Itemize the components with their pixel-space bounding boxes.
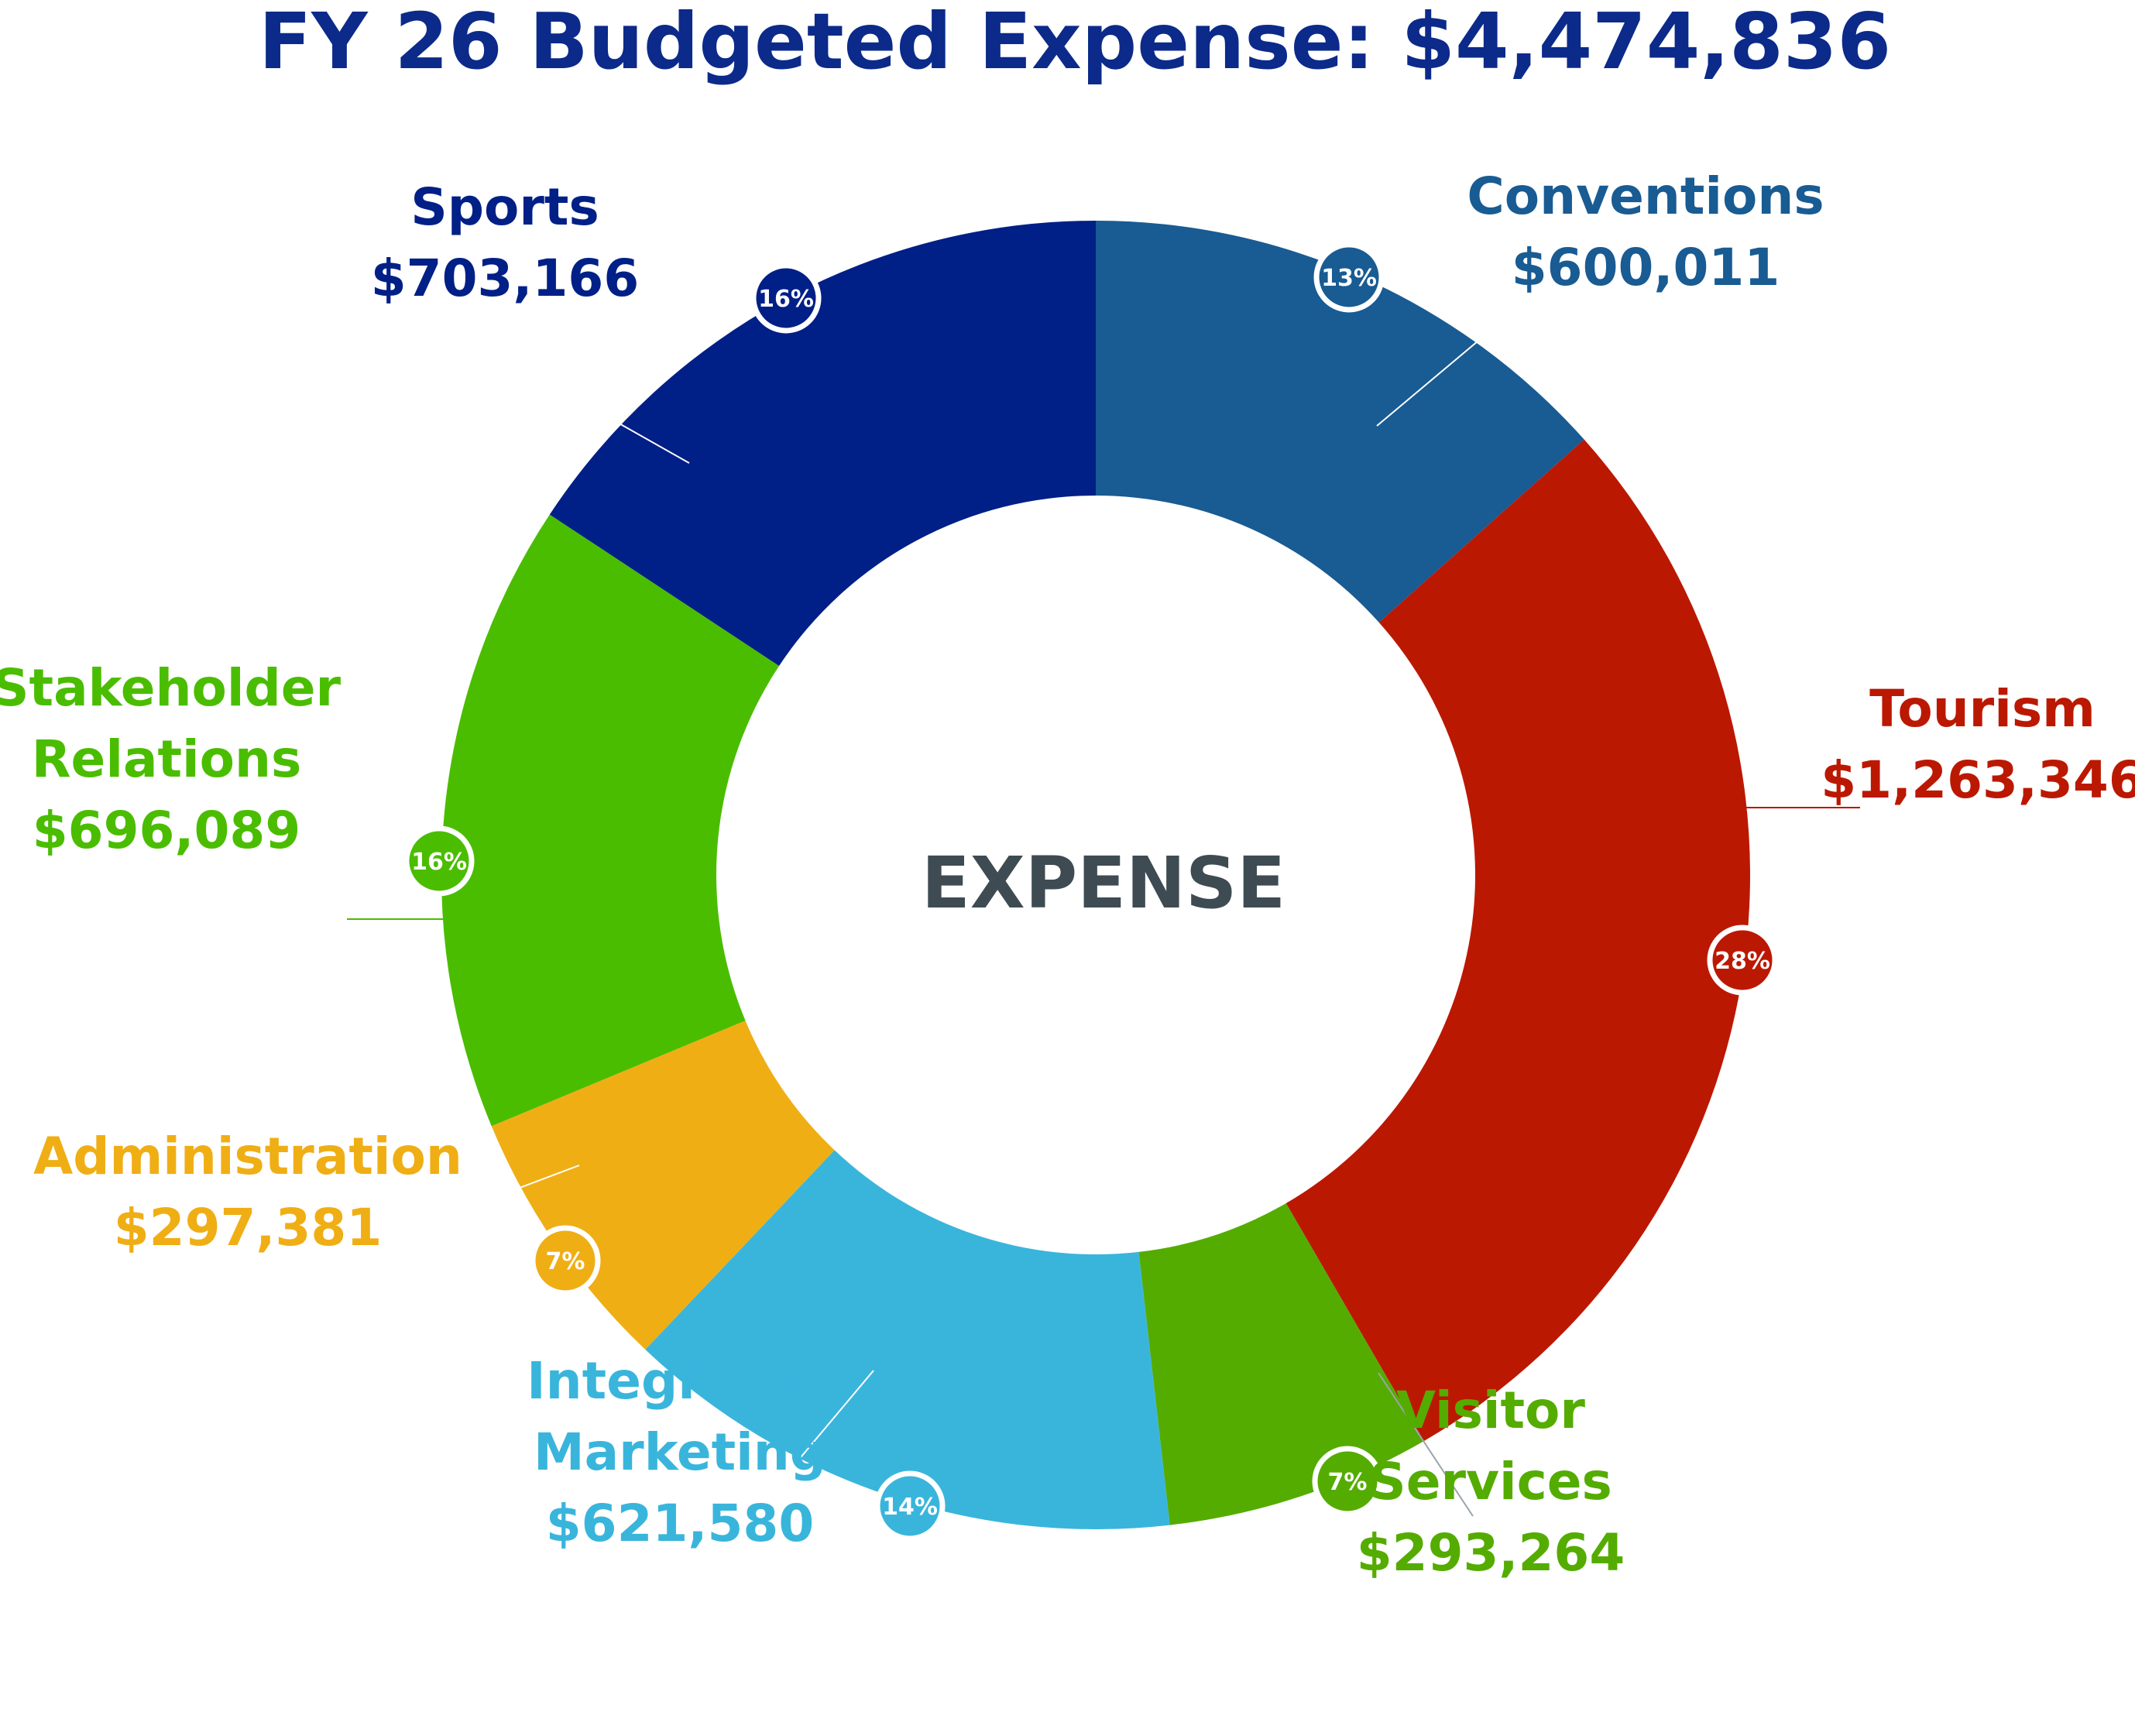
percent-badge-circle xyxy=(1707,925,1778,996)
percent-badge-tourism: 28% xyxy=(1707,925,1778,996)
donut-slices xyxy=(441,221,1750,1529)
center-label: EXPENSE xyxy=(922,842,1285,925)
slice-label-stakeholder-relations: Relations xyxy=(32,729,302,789)
percent-badge-sports: 16% xyxy=(750,262,822,334)
percent-badge-circle xyxy=(750,262,822,334)
leader-lines xyxy=(347,336,1860,1517)
slice-amount-integrated-marketing: $621,580 xyxy=(546,1494,815,1553)
leader-line-conventions xyxy=(1376,336,1484,427)
percent-text: 28% xyxy=(1715,948,1770,975)
percent-text: 16% xyxy=(411,849,467,876)
slice-amount-tourism: $1,263,346 xyxy=(1821,750,2135,810)
slice-amount-conventions: $600,011 xyxy=(1512,238,1780,297)
slice-sports xyxy=(549,221,1096,667)
slice-amount-stakeholder-relations: $696,089 xyxy=(33,801,301,860)
percent-badge-circle xyxy=(403,825,475,897)
leader-line-integrated-marketing xyxy=(772,1370,874,1491)
percent-text: 7% xyxy=(546,1248,585,1275)
slice-label-integrated-marketing: Marketing xyxy=(534,1422,826,1482)
slice-visitor-services xyxy=(1138,1203,1424,1525)
percent-text: 7% xyxy=(1328,1469,1368,1496)
slice-label-visitor-services: Visitor xyxy=(1396,1381,1585,1440)
percent-badge-circle xyxy=(1313,242,1385,313)
slice-label-sports: Sports xyxy=(410,177,599,237)
slice-tourism xyxy=(1285,439,1750,1442)
slice-label-tourism: Tourism xyxy=(1869,679,2096,739)
percent-text: 16% xyxy=(758,286,814,313)
percent-badge-stakeholder-relations: 16% xyxy=(403,825,475,897)
slice-label-conventions: Conventions xyxy=(1467,166,1824,226)
percent-badge-administration: 7% xyxy=(530,1225,601,1296)
percent-badge-conventions: 13% xyxy=(1313,242,1385,313)
slice-amount-sports: $703,166 xyxy=(371,249,640,308)
slice-labels: Conventions $600,011 Tourism $1,263,346 Visi… xyxy=(0,166,2135,1583)
leader-line-sports xyxy=(582,402,690,464)
slice-amount-visitor-services: $293,264 xyxy=(1357,1523,1625,1583)
slice-conventions xyxy=(1096,221,1584,623)
percent-badge-circle xyxy=(874,1470,946,1542)
slice-stakeholder-relations xyxy=(441,514,780,1127)
slice-amount-administration: $297,381 xyxy=(114,1198,383,1257)
slice-label-administration: Administration xyxy=(33,1127,462,1186)
percent-text: 13% xyxy=(1321,265,1377,292)
percent-badges: 13% 28% 7% 14% 7% 16% 16% xyxy=(403,242,1778,1542)
leader-line-administration xyxy=(465,1165,580,1209)
percent-badge-circle xyxy=(1312,1446,1383,1517)
slice-label-integrated-marketing: Integrated xyxy=(527,1351,833,1411)
slice-label-visitor-services: Services xyxy=(1369,1452,1612,1511)
percent-text: 14% xyxy=(882,1494,938,1521)
leader-line-visitor-services xyxy=(1378,1372,1474,1517)
percent-badge-integrated-marketing: 14% xyxy=(874,1470,946,1542)
slice-label-stakeholder-relations: Stakeholder xyxy=(0,658,341,718)
percent-badge-circle xyxy=(530,1225,601,1296)
chart-title: FY 26 Budgeted Expense: $4,474,836 xyxy=(259,0,1891,87)
percent-badge-visitor-services: 7% xyxy=(1312,1446,1383,1517)
slice-integrated-marketing xyxy=(645,1150,1170,1529)
